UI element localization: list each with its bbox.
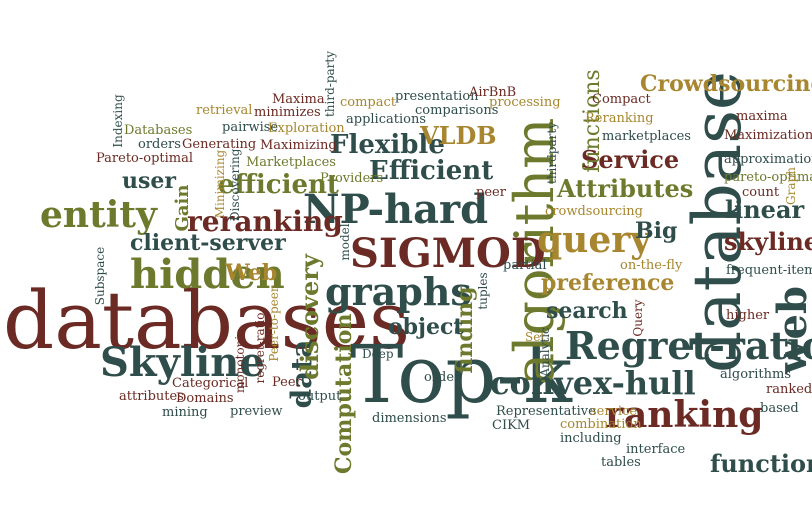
word-maximizing: Maximizing (260, 138, 337, 153)
word-analytic: Analytic (538, 327, 552, 377)
word-cikm: CIKM (492, 418, 531, 433)
word-indexing: Indexing (111, 94, 125, 148)
word-function: function (710, 449, 812, 478)
word-including: including (560, 431, 622, 446)
word-order: order (424, 370, 461, 385)
word-output: output (298, 389, 342, 404)
word-categorical: Categorical (172, 376, 249, 391)
word-linear: linear (725, 195, 805, 224)
word-databases-small: Databases (124, 123, 193, 138)
word-reranking: reranking (187, 205, 343, 238)
word-on-the-fly: on-the-fly (620, 258, 683, 273)
word-graph: Graph (784, 167, 798, 205)
word-sigmod: SIGMOD (350, 230, 546, 277)
word-attributes-cap: Attributes (557, 174, 694, 203)
word-peer-a: peer (476, 185, 506, 200)
word-entity: entity (40, 194, 157, 236)
word-minimizes: minimizes (254, 105, 321, 120)
word-reranking-cap: Reranking (585, 111, 654, 126)
word-count: count (742, 185, 780, 200)
word-maximization: Maximization (724, 128, 812, 143)
word-marketplaces-cap: Marketplaces (246, 155, 336, 170)
word-based: based (760, 401, 799, 416)
word-flexible: Flexible (330, 130, 445, 160)
word-third-party: third-party (323, 50, 337, 118)
word-discovering: Discovering (228, 148, 242, 221)
word-exploration: Exploration (268, 121, 345, 136)
word-query-small: Query (631, 299, 645, 337)
word-skyline: Skyline (100, 339, 265, 386)
word-airbnb: AirBnB (469, 85, 517, 100)
word-comparisons: comparisons (415, 103, 499, 118)
word-deep: Deep (362, 347, 394, 361)
word-service-small: service (590, 404, 638, 419)
word-convex-hull: convex-hull (490, 364, 696, 402)
word-regret-ratio: Regret-ratio (565, 323, 812, 368)
word-retrieval: retrieval (196, 103, 253, 118)
word-gain: Gain (172, 184, 193, 232)
word-set: Set (525, 330, 546, 344)
word-representative: Representative (496, 404, 596, 419)
word-compact-a: compact (340, 95, 397, 110)
word-marketplaces: marketplaces (602, 129, 691, 144)
word-crowdsourcing-small: crowdsourcing (545, 204, 643, 219)
word-object: object (388, 314, 464, 340)
word-applications: applications (346, 112, 426, 127)
word-peer-to-peer: Peer-to-peer (267, 286, 281, 362)
word-combination: combination (560, 417, 642, 432)
word-preference: preference (541, 270, 675, 296)
word-model: model (338, 223, 352, 261)
word-search: search (546, 298, 628, 324)
word-web: Web (225, 260, 278, 286)
word-crowdsourcing: Crowdsourcing (640, 71, 812, 97)
word-partial: partial (503, 258, 547, 273)
word-skyline-small: skyline (724, 227, 812, 256)
word-vldb: VLDB (420, 121, 497, 150)
word-tables: tables (601, 455, 641, 470)
word-higher: higher (726, 308, 770, 323)
word-pareto-optimal: pareto-optimal (724, 170, 812, 185)
word-query: query (537, 219, 652, 261)
word-tuples: tuples (476, 272, 490, 310)
word-pareto-optimal-cap: Pareto-optimal (96, 151, 194, 166)
word-top-k: Top-k (350, 328, 573, 421)
word-approximation: approximation (724, 152, 812, 167)
word-databases: databases (3, 274, 411, 367)
word-hidden: hidden (130, 251, 285, 298)
word-regret-ratio-small: regret-ratio (253, 312, 267, 384)
word-dimensions: dimensions (372, 411, 447, 426)
word-peer-b: Peer (272, 375, 302, 390)
word-minimizing: Minimizing (213, 149, 227, 219)
word-frequent-item: frequent-item (726, 263, 812, 278)
word-attributes: attributes (119, 389, 184, 404)
word-np-hard: NP-hard (303, 186, 489, 233)
word-discovery: discovery (295, 254, 324, 380)
word-service-cap: Service (581, 145, 680, 174)
word-processing: processing (489, 95, 561, 110)
word-subspace: Subspace (93, 246, 107, 306)
word-providers: Providers (320, 171, 384, 186)
word-efficient: efficient (218, 170, 339, 200)
word-generating: Generating (182, 137, 257, 152)
word-big: Big (635, 218, 678, 244)
word-algorithms: algorithms (720, 367, 792, 382)
word-thirdparty: thirdparty (545, 122, 559, 184)
word-pairwise: pairwise (222, 120, 279, 135)
word-preview: preview (230, 404, 283, 419)
word-mining: mining (162, 405, 208, 420)
word-presentation: presentation (395, 89, 479, 104)
word-interface: interface (626, 442, 686, 457)
word-client-server: client-server (130, 230, 286, 256)
word-domains: Domains (176, 391, 234, 406)
word-maxima-small: maxima (736, 109, 788, 124)
word-efficient-cap: Efficient (369, 156, 494, 186)
word-orders: orders (138, 137, 181, 152)
word-ranking: ranking (605, 394, 764, 436)
word-user: user (122, 168, 176, 194)
word-compact-b: Compact (592, 92, 651, 107)
word-graphs: graphs (325, 269, 472, 314)
word-ranked: ranked (766, 382, 812, 397)
word-maxima: Maxima (272, 92, 325, 107)
